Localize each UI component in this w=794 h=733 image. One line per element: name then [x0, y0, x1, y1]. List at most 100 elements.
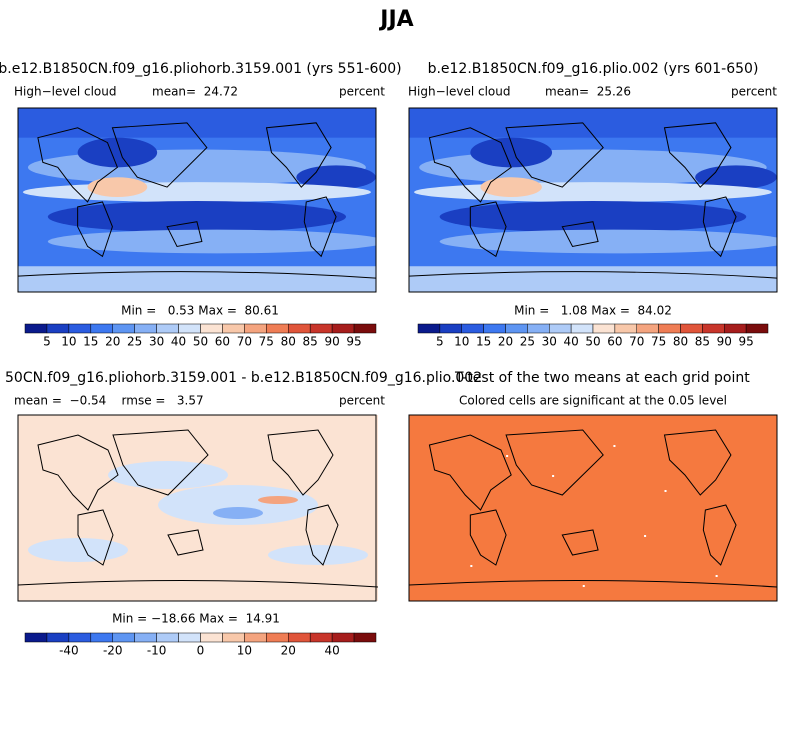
colorbar-label: 70 — [237, 335, 252, 349]
colorbar-label: 60 — [215, 335, 230, 349]
colorbar-label: 10 — [454, 335, 469, 349]
colorbar-label: 30 — [149, 335, 164, 349]
panel-title: T-test of the two means at each grid poi… — [454, 370, 750, 386]
colorbar-box — [570, 323, 594, 334]
colorbar-label: 85 — [695, 335, 710, 349]
colorbar-label: 15 — [83, 335, 98, 349]
colorbar-box — [592, 323, 616, 334]
colorbar-box — [244, 632, 267, 643]
colorbar-box — [745, 323, 769, 334]
colorbar-box — [222, 323, 245, 334]
colorbar-box — [439, 323, 462, 334]
colorbar-box — [636, 323, 659, 334]
map-frame — [408, 414, 778, 602]
colorbar-label: 90 — [324, 335, 339, 349]
colorbar-box — [309, 323, 333, 334]
colorbar-box — [614, 323, 637, 334]
colorbar-label: 30 — [542, 335, 557, 349]
colorbar-box — [90, 632, 113, 643]
colorbar-label: 95 — [346, 335, 361, 349]
map-frame — [17, 107, 377, 293]
colorbar-box — [527, 323, 550, 334]
colorbar-box — [353, 323, 377, 334]
panel-title: b.e12.B1850CN.f09_g16.pliohorb.3159.001 … — [0, 61, 402, 77]
colorbar-box — [156, 323, 179, 334]
map-frame — [408, 107, 778, 293]
colorbar-label: 80 — [281, 335, 296, 349]
colorbar-box — [178, 632, 201, 643]
colorbar-box — [134, 323, 157, 334]
map — [409, 415, 777, 601]
colorbar-label: 10 — [237, 644, 252, 658]
colorbar-label: 40 — [171, 335, 186, 349]
colorbar-box — [417, 323, 441, 334]
colorbar-box — [658, 323, 681, 334]
colorbar-box — [461, 323, 484, 334]
panel-title: 50CN.f09_g16.pliohorb.3159.001 - b.e12.B… — [5, 370, 482, 386]
colorbar-box — [288, 632, 311, 643]
colorbar-box — [134, 632, 157, 643]
colorbar-box — [331, 632, 355, 643]
mean-label: mean= 24.72 — [152, 85, 238, 99]
map — [18, 108, 376, 292]
colorbar-label: 15 — [476, 335, 491, 349]
map-frame — [17, 414, 377, 602]
min-max-label: Min = 1.08 Max = 84.02 — [514, 304, 672, 318]
colorbar-box — [46, 323, 70, 334]
colorbar-box — [331, 323, 355, 334]
colorbar-label: 25 — [520, 335, 535, 349]
colorbar-label: 5 — [43, 335, 51, 349]
units-label: percent — [339, 394, 385, 408]
map — [409, 108, 777, 292]
colorbar-label: 20 — [281, 644, 296, 658]
colorbar-box — [68, 632, 92, 643]
variable-label: mean = −0.54 rmse = 3.57 — [14, 394, 204, 408]
figure-title: JJA — [378, 7, 413, 32]
colorbar-box — [724, 323, 747, 334]
colorbar-box — [288, 323, 311, 334]
colorbar-label: 5 — [436, 335, 444, 349]
units-label: percent — [339, 85, 385, 99]
colorbar-box — [178, 323, 201, 334]
colorbar-label: 40 — [324, 644, 339, 658]
colorbar-box — [702, 323, 725, 334]
min-max-label: Min = 0.53 Max = 80.61 — [121, 304, 279, 318]
panel-subtitle: Colored cells are significant at the 0.0… — [459, 394, 727, 408]
colorbar-label: 90 — [717, 335, 732, 349]
colorbar-box — [222, 632, 245, 643]
colorbar-label: -40 — [59, 644, 79, 658]
colorbar-box — [24, 632, 48, 643]
colorbar-box — [200, 323, 223, 334]
panel-title: b.e12.B1850CN.f09_g16.plio.002 (yrs 601-… — [428, 61, 759, 77]
colorbar-box — [112, 323, 135, 334]
colorbar-label: -10 — [147, 644, 167, 658]
min-max-label: Min = −18.66 Max = 14.91 — [112, 612, 280, 626]
variable-label: High−level cloud — [408, 85, 510, 99]
colorbar-label: 50 — [193, 335, 208, 349]
colorbar-box — [309, 632, 333, 643]
colorbar-box — [112, 632, 135, 643]
colorbar-label: 40 — [563, 335, 578, 349]
colorbar-box — [68, 323, 92, 334]
colorbar-box — [200, 632, 223, 643]
colorbar-label: 75 — [651, 335, 666, 349]
colorbar-label: 20 — [105, 335, 120, 349]
colorbar-box — [505, 323, 528, 334]
mean-label: mean= 25.26 — [545, 85, 631, 99]
colorbar-box — [244, 323, 267, 334]
colorbar-label: 20 — [498, 335, 513, 349]
colorbar-box — [90, 323, 113, 334]
variable-label: High−level cloud — [14, 85, 116, 99]
colorbar-label: 25 — [127, 335, 142, 349]
colorbar-label: 0 — [197, 644, 205, 658]
colorbar-box — [266, 632, 289, 643]
colorbar-label: 75 — [259, 335, 274, 349]
units-label: percent — [731, 85, 777, 99]
colorbar-box — [266, 323, 289, 334]
colorbar-label: 95 — [738, 335, 753, 349]
colorbar-label: -20 — [103, 644, 123, 658]
colorbar-label: 85 — [303, 335, 318, 349]
colorbar-box — [483, 323, 506, 334]
colorbar-box — [549, 323, 572, 334]
